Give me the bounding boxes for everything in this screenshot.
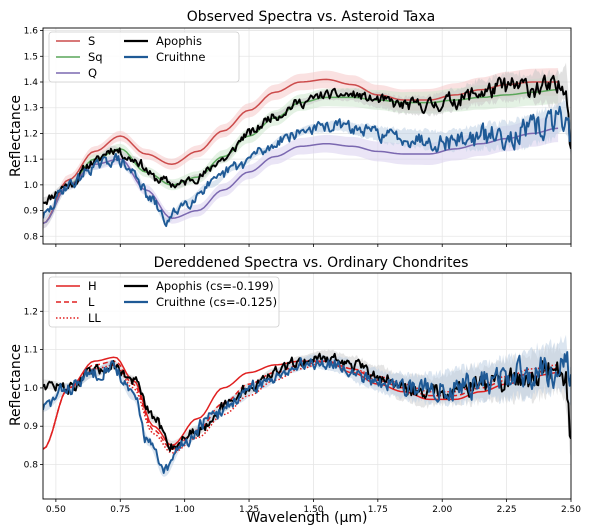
bottom-chart-title: Dereddened Spectra vs. Ordinary Chondrit… xyxy=(154,255,469,271)
y-tick-label: 1.6 xyxy=(24,27,39,37)
legend-label-apophis: Apophis xyxy=(156,34,202,48)
x-tick-label: 0.75 xyxy=(110,505,130,515)
bottom-y-axis-label: Reflectance xyxy=(8,344,24,426)
legend-label-sq: Sq xyxy=(88,50,103,64)
panel-bottom: Dereddened Spectra vs. Ordinary Chondrit… xyxy=(8,255,581,526)
bottom-y-ticks: 0.8 0.9 1.0 1.1 1.2 xyxy=(24,307,43,471)
y-tick-label: 0.9 xyxy=(24,207,39,217)
y-tick-label: 0.9 xyxy=(24,422,39,432)
y-tick-label: 1.1 xyxy=(24,346,38,356)
y-tick-label: 1.2 xyxy=(24,307,38,317)
legend-label-apophis-cs: Apophis (cs=-0.199) xyxy=(156,279,274,293)
legend-label-cruithne-cs: Cruithne (cs=-0.125) xyxy=(156,295,277,309)
legend-label-l: L xyxy=(88,295,95,309)
legend-label-cruithne: Cruithne xyxy=(156,50,205,64)
bottom-legend-box xyxy=(48,276,280,328)
series-line-q xyxy=(43,127,559,225)
bottom-series-lines xyxy=(43,351,571,474)
y-tick-label: 1.4 xyxy=(24,78,39,88)
bottom-legend: H L LL Apophis (cs=-0.199) Cruithne (cs=… xyxy=(48,276,280,328)
y-tick-label: 1.2 xyxy=(24,129,38,139)
y-tick-label: 1.1 xyxy=(24,155,38,165)
series-line-cruithne xyxy=(43,105,571,228)
y-tick-label: 1.5 xyxy=(24,52,38,62)
y-tick-label: 0.8 xyxy=(24,461,39,471)
legend-label-q: Q xyxy=(88,66,97,80)
top-y-ticks: 0.8 0.9 1.0 1.1 1.2 1.3 1.4 1.5 1.6 xyxy=(24,27,43,242)
series-line-apophis xyxy=(43,74,571,206)
top-legend: S Sq Q Apophis Cruithne xyxy=(48,31,240,83)
x-tick-label: 2.50 xyxy=(561,505,581,515)
x-tick-label: 2.25 xyxy=(497,505,517,515)
top-y-axis-label: Reflectance xyxy=(8,95,24,177)
top-x-ticks xyxy=(55,244,572,247)
panel-top: Observed Spectra vs. Asteroid Taxa 0.80.… xyxy=(8,9,572,247)
x-tick-label: 1.25 xyxy=(239,505,259,515)
x-tick-label: 1.75 xyxy=(368,505,388,515)
y-tick-label: 1.3 xyxy=(24,104,38,114)
x-tick-label: 2.00 xyxy=(432,505,452,515)
x-tick-label: 0.50 xyxy=(46,505,66,515)
x-tick-label: 1.00 xyxy=(175,505,195,515)
x-tick-label: 1.50 xyxy=(303,505,323,515)
legend-label-ll: LL xyxy=(88,311,101,325)
legend-label-h: H xyxy=(88,279,97,293)
legend-label-s: S xyxy=(88,34,95,48)
top-chart-title: Observed Spectra vs. Asteroid Taxa xyxy=(187,9,436,25)
top-series-lines xyxy=(43,74,571,228)
y-tick-label: 0.8 xyxy=(24,232,39,242)
bottom-x-ticks: 0.50 0.75 1.00 1.25 1.50 1.75 2.00 2.25 2.50 xyxy=(46,499,581,515)
series-line-cruithne-cs-0-125 xyxy=(43,351,571,474)
bottom-bands xyxy=(43,334,571,477)
x-axis-label: Wavelength (µm) xyxy=(247,510,368,526)
series-band-cruithne-cs-0-125 xyxy=(43,334,571,477)
y-tick-label: 1.0 xyxy=(24,384,39,394)
top-plot-frame xyxy=(42,27,572,245)
y-tick-label: 1.0 xyxy=(24,181,39,191)
bottom-plot-frame xyxy=(42,272,572,500)
